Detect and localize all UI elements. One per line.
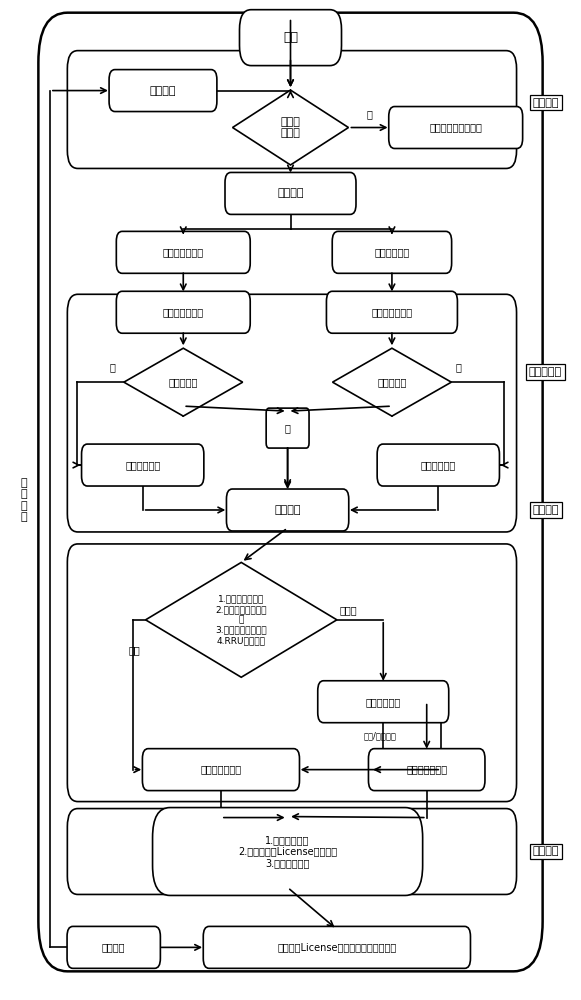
FancyBboxPatch shape <box>67 809 517 894</box>
Polygon shape <box>332 348 451 416</box>
FancyBboxPatch shape <box>227 489 349 531</box>
FancyBboxPatch shape <box>116 291 250 333</box>
FancyBboxPatch shape <box>153 808 422 895</box>
Text: 潮汐小区: 潮汐小区 <box>277 188 304 198</box>
FancyBboxPatch shape <box>239 10 342 66</box>
Text: 输出受限项目: 输出受限项目 <box>365 697 401 707</box>
Text: 可软扩小区列表: 可软扩小区列表 <box>200 765 242 775</box>
Text: 效果评估: 效果评估 <box>102 942 125 952</box>
Text: 效
果
评
估: 效 果 评 估 <box>20 478 27 522</box>
FancyBboxPatch shape <box>327 291 457 333</box>
Text: 不满足: 不满足 <box>340 605 357 615</box>
Text: 是否可扩容: 是否可扩容 <box>168 377 198 387</box>
Polygon shape <box>124 348 243 416</box>
Polygon shape <box>146 562 337 677</box>
Text: 增加/更换设备: 增加/更换设备 <box>364 732 397 741</box>
FancyBboxPatch shape <box>266 408 309 448</box>
Text: 否: 否 <box>367 110 372 120</box>
FancyBboxPatch shape <box>142 749 299 791</box>
Text: 多层网配置识别: 多层网配置识别 <box>163 307 204 317</box>
Text: 硬件识别: 硬件识别 <box>532 505 559 515</box>
FancyBboxPatch shape <box>203 926 471 968</box>
Text: 潮汐小区License调度小区对输出、调度: 潮汐小区License调度小区对输出、调度 <box>277 942 396 952</box>
Text: 多层网识别: 多层网识别 <box>529 367 562 377</box>
FancyBboxPatch shape <box>67 926 160 968</box>
Text: 1.潮汐时段匹配
2.需求与释放License资源匹配
3.同站优先策略: 1.潮汐时段匹配 2.需求与释放License资源匹配 3.同站优先策略 <box>238 835 337 868</box>
Text: 是否可缩容: 是否可缩容 <box>377 377 407 387</box>
Text: 潮汐识别: 潮汐识别 <box>532 98 559 108</box>
Text: 非潮汐小区（舍弃）: 非潮汐小区（舍弃） <box>429 123 482 133</box>
Text: 否: 否 <box>285 423 290 433</box>
Text: 缩容方案输出: 缩容方案输出 <box>421 460 456 470</box>
Text: 低效潮汐小区: 低效潮汐小区 <box>374 247 410 257</box>
Text: 1.基带板容量评估
2.光模块功率能力评
估
3.负荷分担模式判断
4.RRU能力评估: 1.基带板容量评估 2.光模块功率能力评 估 3.负荷分担模式判断 4.RRU能… <box>216 595 267 645</box>
Text: 可缩容小区列表: 可缩容小区列表 <box>406 765 447 775</box>
FancyBboxPatch shape <box>67 544 517 802</box>
Text: 话统数据: 话统数据 <box>150 86 176 96</box>
FancyBboxPatch shape <box>377 444 500 486</box>
FancyBboxPatch shape <box>318 681 449 723</box>
Polygon shape <box>232 90 349 165</box>
Text: 满足: 满足 <box>128 645 140 655</box>
FancyBboxPatch shape <box>332 231 451 273</box>
FancyBboxPatch shape <box>389 107 523 148</box>
Text: 开始: 开始 <box>283 31 298 44</box>
Text: 扩容方案输出: 扩容方案输出 <box>125 460 160 470</box>
Text: 是: 是 <box>456 362 462 372</box>
Text: 多层网配置识别: 多层网配置识别 <box>371 307 413 317</box>
FancyBboxPatch shape <box>67 51 517 168</box>
FancyBboxPatch shape <box>225 172 356 214</box>
Text: 高负荷潮汐小区: 高负荷潮汐小区 <box>163 247 204 257</box>
Text: 潮汐小
区判定: 潮汐小 区判定 <box>281 117 300 138</box>
Text: 是: 是 <box>295 170 301 180</box>
FancyBboxPatch shape <box>116 231 250 273</box>
FancyBboxPatch shape <box>368 749 485 791</box>
Text: 是: 是 <box>109 362 115 372</box>
FancyBboxPatch shape <box>81 444 204 486</box>
FancyBboxPatch shape <box>67 294 517 532</box>
FancyBboxPatch shape <box>109 70 217 112</box>
Text: 智能匹配: 智能匹配 <box>532 847 559 857</box>
Text: 输出原因: 输出原因 <box>274 505 301 515</box>
FancyBboxPatch shape <box>38 13 543 971</box>
